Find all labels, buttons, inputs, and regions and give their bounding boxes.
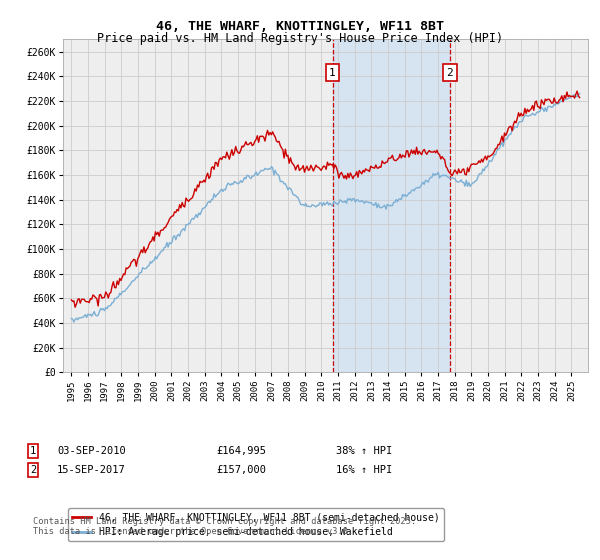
Text: 2: 2 xyxy=(446,68,453,77)
Text: 1: 1 xyxy=(329,68,336,77)
Text: £164,995: £164,995 xyxy=(216,446,266,456)
Text: 1: 1 xyxy=(30,446,36,456)
Legend: 46, THE WHARF, KNOTTINGLEY, WF11 8BT (semi-detached house), HPI: Average price, : 46, THE WHARF, KNOTTINGLEY, WF11 8BT (se… xyxy=(68,508,443,541)
Text: 16% ↑ HPI: 16% ↑ HPI xyxy=(336,465,392,475)
Text: 2: 2 xyxy=(30,465,36,475)
Text: 46, THE WHARF, KNOTTINGLEY, WF11 8BT: 46, THE WHARF, KNOTTINGLEY, WF11 8BT xyxy=(156,20,444,32)
Text: 38% ↑ HPI: 38% ↑ HPI xyxy=(336,446,392,456)
Bar xyxy=(332,39,450,372)
Text: Price paid vs. HM Land Registry's House Price Index (HPI): Price paid vs. HM Land Registry's House … xyxy=(97,32,503,45)
Text: £157,000: £157,000 xyxy=(216,465,266,475)
Text: Contains HM Land Registry data © Crown copyright and database right 2025.
This d: Contains HM Land Registry data © Crown c… xyxy=(33,517,416,536)
Text: 03-SEP-2010: 03-SEP-2010 xyxy=(57,446,126,456)
Text: 15-SEP-2017: 15-SEP-2017 xyxy=(57,465,126,475)
